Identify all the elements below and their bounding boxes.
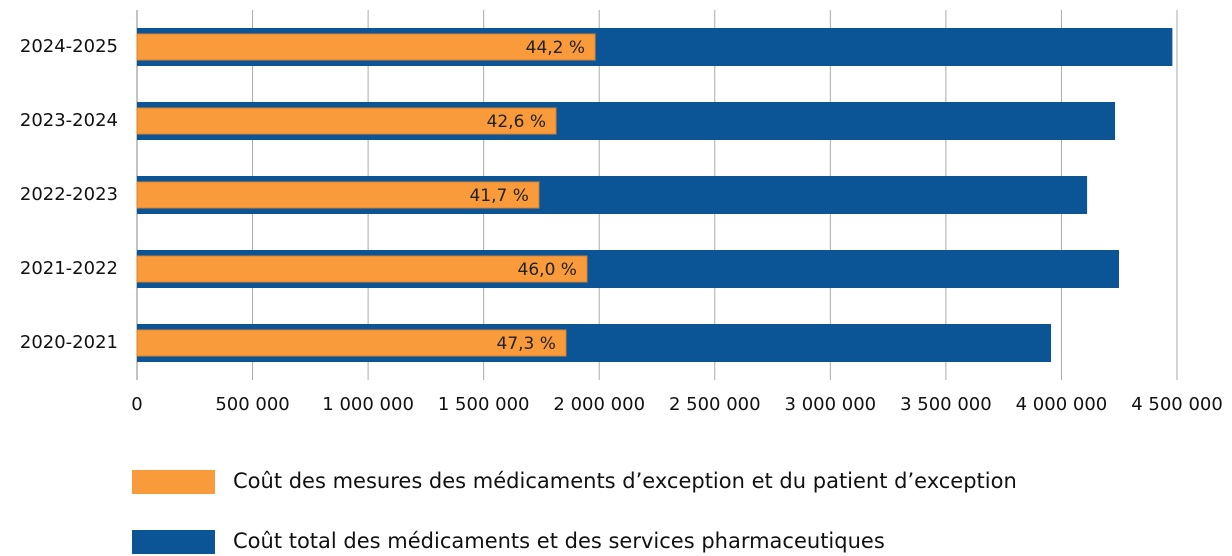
x-tick-label: 3 000 000 [785, 394, 877, 415]
x-tick-label: 0 [131, 394, 142, 415]
legend-swatch [132, 530, 215, 554]
x-tick-label: 1 000 000 [322, 394, 414, 415]
y-tick-label: 2020-2021 [20, 332, 118, 353]
x-tick-label: 2 000 000 [553, 394, 645, 415]
value-label: 46,0 % [518, 260, 577, 280]
bar [136, 255, 588, 283]
legend-label: Coût total des médicaments et des servic… [233, 529, 885, 553]
bar [136, 329, 567, 357]
value-label: 47,3 % [497, 334, 556, 354]
y-tick-label: 2022-2023 [20, 184, 118, 205]
legend-label: Coût des mesures des médicaments d’excep… [233, 469, 1017, 493]
x-tick-label: 2 500 000 [669, 394, 761, 415]
bar [136, 181, 540, 209]
value-label: 41,7 % [469, 186, 528, 206]
legend-swatch [132, 470, 215, 494]
value-label: 42,6 % [487, 112, 546, 132]
value-label: 44,2 % [526, 38, 585, 58]
y-tick-label: 2021-2022 [20, 258, 118, 279]
y-tick-label: 2023-2024 [20, 110, 118, 131]
x-tick-label: 3 500 000 [900, 394, 992, 415]
y-tick-label: 2024-2025 [20, 36, 118, 57]
x-tick-label: 500 000 [215, 394, 289, 415]
x-tick-label: 4 000 000 [1016, 394, 1108, 415]
bar [136, 107, 557, 135]
bar [136, 33, 596, 61]
x-tick-label: 1 500 000 [438, 394, 530, 415]
x-tick-label: 4 500 000 [1131, 394, 1223, 415]
